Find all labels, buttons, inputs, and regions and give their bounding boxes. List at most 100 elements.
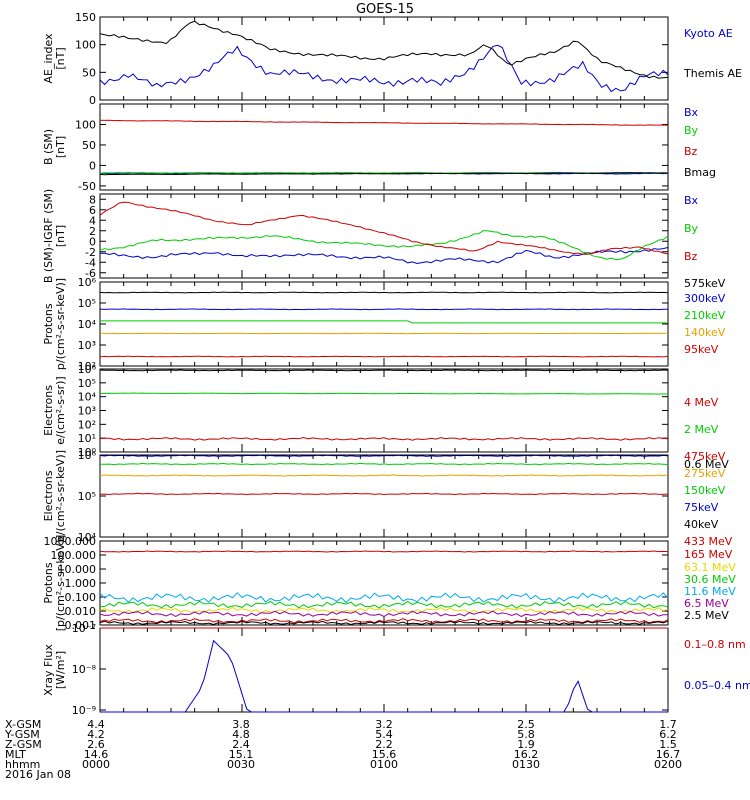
ytick-label: 4 — [89, 214, 96, 227]
y-axis-label-line: [p/(cm²-s-sr-keV)] — [54, 535, 67, 632]
panel-frame — [99, 540, 669, 626]
y-axis-label-line: Protons — [42, 562, 55, 603]
y-axis-label: Xray Flux[W/m²] — [42, 644, 67, 696]
legend-entry: 150keV — [684, 484, 726, 497]
y-axis-label-line: [nT] — [54, 136, 67, 158]
ytick-label: 10³ — [78, 405, 96, 418]
ytick-label: 10² — [78, 418, 96, 431]
ytick-label: 0.001 — [65, 619, 97, 632]
ytick-label: 10⁶ — [78, 276, 97, 289]
legend-entry: 75keV — [684, 501, 719, 514]
panel-7: 10⁻⁹ 10⁻⁸ 10⁻⁷ Xray Flux[W/m²] 0.1–0.8 nm 0.0… — [42, 622, 750, 717]
ytick-label: 10.000 — [58, 563, 97, 576]
series-line-2-mev — [99, 392, 669, 395]
ytick-label: 10⁶ — [78, 363, 97, 376]
chart-title: GOES-15 — [356, 2, 414, 17]
footer-row-label: hhmm — [5, 758, 40, 771]
ytick-label: -4 — [85, 256, 96, 269]
series-line-bmag — [99, 172, 669, 176]
series-line-150kev — [100, 462, 669, 466]
ytick-label: 10⁵ — [78, 377, 96, 390]
y-axis-label-line: [nT] — [54, 225, 67, 247]
series-line-themis-ae — [99, 20, 669, 79]
footer-value: 4.8 — [232, 728, 250, 741]
series-line-95kev — [99, 355, 669, 358]
panel-frame — [99, 454, 669, 538]
ytick-label: -6 — [85, 267, 96, 280]
legend-entry: 63.1 MeV — [684, 561, 736, 574]
panel-5: 10⁴ 10⁵ 10⁶ Electronse/(cm²-s-sr-keV)] 475ke… — [42, 449, 726, 544]
legend-entry: Bz — [684, 250, 698, 263]
footer-value: 5.4 — [375, 728, 393, 741]
y-axis-label-line: p/(cm²-s-sr-keV)] — [54, 278, 67, 370]
footer-value: 15.1 — [229, 748, 254, 761]
panel-frame — [99, 16, 669, 101]
footer-value: 3.2 — [375, 718, 393, 731]
ytick-label: 10¹ — [78, 432, 96, 445]
legend-entry: 30.6 MeV — [684, 573, 736, 586]
series-line-140kev — [100, 332, 668, 335]
series-line-by — [99, 230, 669, 261]
footer-value: 0200 — [654, 758, 682, 771]
y-axis-label: Protons[p/(cm²-s-sr-keV)] — [42, 535, 67, 632]
footer-value: 14.6 — [84, 748, 109, 761]
series-line-bx — [99, 246, 669, 265]
ytick-label: 10⁴ — [78, 318, 97, 331]
ytick-label: 10⁵ — [78, 297, 96, 310]
footer-row-label: 2016 Jan 08 — [5, 768, 71, 781]
panel-frame — [99, 103, 669, 191]
ytick-label: 100.000 — [51, 549, 97, 562]
series-line-575kev — [99, 291, 669, 294]
panel-frame — [99, 627, 669, 713]
footer-value: 1.7 — [659, 718, 677, 731]
ytick-label: 50 — [82, 139, 96, 152]
footer-value: 16.7 — [656, 748, 681, 761]
legend-entry: Kyoto AE — [684, 27, 733, 40]
footer-row-label: Y-GSM — [4, 728, 40, 741]
ytick-label: 1.000 — [65, 577, 97, 590]
footer-value: 4.2 — [87, 728, 105, 741]
ytick-label: 10⁻⁸ — [72, 663, 97, 676]
legend-entry: Bmag — [684, 166, 716, 179]
series-line-75kev — [99, 454, 669, 457]
ytick-label: 10² — [78, 360, 96, 373]
footer-value: 4.4 — [87, 718, 105, 731]
y-axis-label-line: [nT] — [54, 47, 67, 69]
ytick-label: 10⁴ — [78, 531, 97, 544]
ytick-label: 1000.000 — [44, 535, 97, 548]
panel-frame — [99, 193, 669, 279]
series-line-63-1-mev — [99, 606, 669, 614]
footer-value: 1.9 — [517, 738, 535, 751]
legend-entry: 0.1–0.8 nm — [684, 638, 746, 651]
y-axis-label-line: e/(cm²-s-sr-keV)] — [54, 450, 67, 542]
panel-1: -50 0 50 100 B (SM)[nT] Bx By Bz Bmag — [42, 103, 716, 193]
legend-entry: 2.5 MeV — [684, 609, 729, 622]
footer-value: 2.4 — [232, 738, 250, 751]
ytick-label: 10⁴ — [78, 391, 97, 404]
footer-value: 0030 — [227, 758, 255, 771]
legend-entry: 6.5 MeV — [684, 597, 729, 610]
y-axis-label-line: Electrons — [42, 470, 55, 521]
footer-value: 15.6 — [372, 748, 397, 761]
legend-entry: Themis AE — [683, 67, 742, 80]
ytick-label: -2 — [85, 246, 96, 259]
legend-entry: 575keV — [684, 277, 726, 290]
series-line-30-6-mev — [99, 600, 669, 609]
y-axis-label: B (SM)[nT] — [42, 129, 67, 165]
panel-frame — [99, 368, 669, 453]
ytick-label: 150 — [75, 11, 96, 24]
footer-value: 0000 — [82, 758, 110, 771]
ytick-label: 10⁰ — [78, 446, 97, 459]
footer-value: 0130 — [512, 758, 540, 771]
footer-row-label: Z-GSM — [5, 738, 42, 751]
y-axis-label-line: Xray Flux — [42, 644, 55, 696]
footer-value: 16.2 — [514, 748, 539, 761]
legend-entry: 0.05–0.4 nm — [684, 679, 750, 692]
ytick-label: 100 — [75, 39, 96, 52]
ytick-label: 0 — [89, 94, 96, 107]
y-axis-label: Electronse/(cm²-s-sr-keV)] — [42, 450, 67, 542]
series-line-433-mev — [99, 550, 669, 553]
ytick-label: 0 — [89, 159, 96, 172]
legend-entry: 275keV — [684, 467, 726, 480]
